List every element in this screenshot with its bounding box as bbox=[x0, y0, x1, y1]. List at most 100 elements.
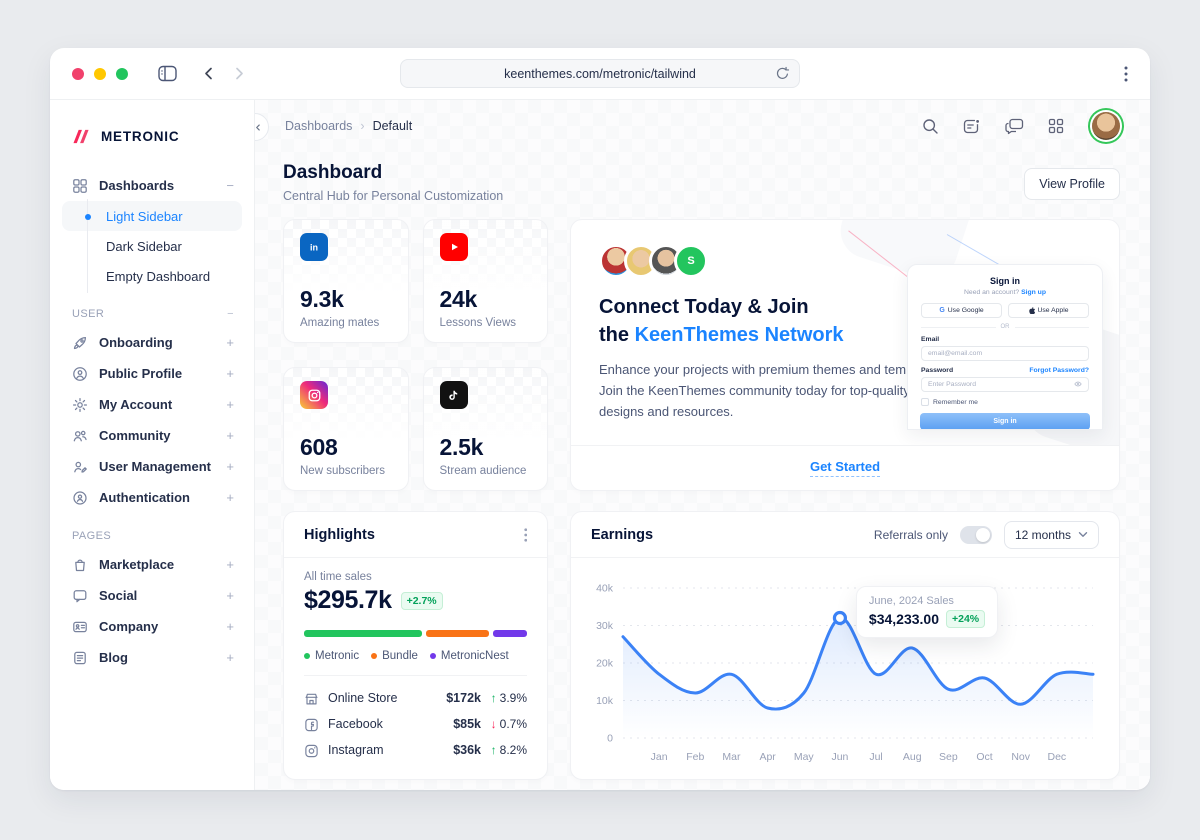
refresh-icon[interactable] bbox=[775, 66, 790, 81]
mock-signin-title: Sign in bbox=[990, 276, 1020, 286]
sidebar-panel-icon[interactable] bbox=[158, 65, 177, 82]
address-bar[interactable]: keenthemes.com/metronic/tailwind bbox=[400, 59, 800, 88]
browser-window: keenthemes.com/metronic/tailwind METRONI… bbox=[50, 48, 1150, 790]
browser-menu-icon[interactable] bbox=[1124, 66, 1128, 82]
apps-grid-icon[interactable] bbox=[1048, 118, 1064, 134]
chart-marker[interactable] bbox=[832, 610, 848, 626]
get-started-link[interactable]: Get Started bbox=[809, 459, 881, 477]
sidebar-item-dark-sidebar[interactable]: Dark Sidebar bbox=[62, 229, 242, 263]
tooltip-label: June, 2024 Sales bbox=[868, 595, 954, 607]
view-profile-button[interactable]: View Profile bbox=[1024, 168, 1120, 200]
svg-text:Feb: Feb bbox=[686, 751, 704, 763]
svg-text:30k: 30k bbox=[596, 620, 614, 632]
sidebar-item-my-account[interactable]: My Account + bbox=[62, 389, 242, 420]
svg-text:Aug: Aug bbox=[903, 751, 922, 763]
mock-signin-subtitle: Need an account? Sign up bbox=[964, 289, 1046, 296]
linkedin-stat-card[interactable]: in 9.3k Amazing mates bbox=[283, 219, 409, 343]
sidebar-item-dashboards[interactable]: Dashboards − bbox=[62, 170, 242, 201]
sidebar-item-marketplace[interactable]: Marketplace + bbox=[62, 549, 242, 580]
collapse-indicator[interactable]: − bbox=[227, 308, 234, 320]
sidebar-item-label: Onboarding bbox=[99, 335, 173, 350]
stat-value: 9.3k bbox=[300, 286, 344, 312]
bag-icon bbox=[72, 557, 88, 573]
breadcrumb-separator: › bbox=[360, 119, 365, 133]
sidebar-item-label: Dark Sidebar bbox=[106, 238, 182, 254]
expand-indicator: + bbox=[226, 459, 234, 474]
mock-or-divider: OR bbox=[921, 324, 1089, 330]
sales-legend: Metronic Bundle MetronicNest bbox=[304, 650, 527, 662]
avatar-count-badge: S bbox=[674, 244, 708, 278]
notifications-icon[interactable] bbox=[963, 118, 981, 135]
gear-icon bbox=[72, 397, 88, 413]
svg-text:Sep: Sep bbox=[939, 751, 958, 763]
all-time-sales-label: All time sales bbox=[304, 571, 372, 583]
stat-label: Stream audience bbox=[439, 465, 527, 477]
breadcrumb-current: Default bbox=[372, 119, 413, 133]
channel-value: $172k bbox=[446, 691, 481, 705]
sidebar-item-user-management[interactable]: User Management + bbox=[62, 451, 242, 482]
svg-text:20k: 20k bbox=[596, 658, 614, 670]
sidebar-item-label: Light Sidebar bbox=[106, 208, 183, 224]
community-avatars: S bbox=[599, 244, 1091, 278]
mock-password-label: Password bbox=[921, 367, 954, 374]
svg-text:Nov: Nov bbox=[1011, 751, 1030, 763]
sidebar-item-light-sidebar[interactable]: Light Sidebar bbox=[62, 199, 242, 233]
sidebar-item-social[interactable]: Social + bbox=[62, 580, 242, 611]
expand-indicator: + bbox=[226, 366, 234, 381]
sidebar-item-label: Empty Dashboard bbox=[106, 268, 211, 284]
sidebar-collapse-button[interactable] bbox=[255, 113, 269, 141]
youtube-stat-card[interactable]: 24k Lessons Views bbox=[422, 219, 548, 343]
sidebar-item-authentication[interactable]: Authentication + bbox=[62, 482, 242, 513]
svg-text:in: in bbox=[310, 243, 318, 253]
shield-user-icon bbox=[72, 490, 88, 506]
expand-indicator: + bbox=[226, 588, 234, 603]
sidebar-item-onboarding[interactable]: Onboarding + bbox=[62, 327, 242, 358]
instagram-stat-card[interactable]: 608 New subscribers bbox=[283, 367, 409, 491]
referrals-only-toggle[interactable] bbox=[959, 525, 992, 544]
sidebar-item-label: Company bbox=[99, 619, 159, 634]
search-icon[interactable] bbox=[922, 118, 939, 135]
keenthemes-network-link[interactable]: KeenThemes Network bbox=[634, 324, 844, 346]
expand-indicator: − bbox=[226, 178, 234, 193]
stat-label: Lessons Views bbox=[439, 317, 517, 329]
sidebar-item-empty-dashboard[interactable]: Empty Dashboard bbox=[62, 259, 242, 293]
highlights-menu-icon[interactable] bbox=[523, 527, 528, 542]
sidebar-item-label: Community bbox=[99, 428, 171, 443]
main-area: Dashboards › Default bbox=[255, 100, 1150, 790]
checkbox-icon bbox=[921, 398, 929, 406]
sidebar-item-label: Authentication bbox=[99, 490, 190, 505]
sidebar-item-community[interactable]: Community + bbox=[62, 420, 242, 451]
maximize-window-button[interactable] bbox=[116, 67, 128, 80]
stat-label: New subscribers bbox=[300, 465, 385, 477]
period-select[interactable]: 12 months bbox=[1003, 520, 1099, 549]
sidebar-item-company[interactable]: Company + bbox=[62, 611, 242, 642]
page-title: Dashboard bbox=[283, 162, 383, 183]
back-button[interactable] bbox=[203, 67, 214, 80]
breadcrumb-parent[interactable]: Dashboards bbox=[285, 119, 353, 133]
window-controls bbox=[72, 67, 128, 80]
user-avatar[interactable] bbox=[1092, 112, 1120, 140]
logo-text: METRONIC bbox=[101, 128, 180, 144]
minimize-window-button[interactable] bbox=[94, 67, 106, 80]
sidebar-item-blog[interactable]: Blog + bbox=[62, 642, 242, 673]
channel-row-facebook: Facebook $85k ↓ 0.7% bbox=[304, 711, 527, 737]
connect-card: S Connect Today & Join the KeenThemes Ne… bbox=[570, 219, 1120, 491]
chat-icon[interactable] bbox=[1005, 118, 1024, 135]
store-icon bbox=[304, 691, 319, 706]
channel-row-instagram: Instagram $36k ↑ 8.2% bbox=[304, 737, 527, 763]
sidebar: METRONIC Dashboards − Light Sidebar Dark Si… bbox=[50, 100, 255, 790]
tiktok-stat-card[interactable]: 2.5k Stream audience bbox=[422, 367, 548, 491]
expand-indicator: + bbox=[226, 335, 234, 350]
id-card-icon bbox=[72, 619, 88, 635]
channel-name: Instagram bbox=[328, 743, 384, 757]
sidebar-item-public-profile[interactable]: Public Profile + bbox=[62, 358, 242, 389]
arrow-down-icon: ↓ bbox=[490, 717, 497, 731]
legend-dot bbox=[429, 653, 436, 659]
legend-dot bbox=[304, 653, 310, 659]
expand-indicator: + bbox=[226, 397, 234, 412]
legend-metronicnest: MetronicNest bbox=[429, 650, 509, 662]
forward-button[interactable] bbox=[234, 67, 245, 80]
sidebar-item-label: User Management bbox=[99, 459, 211, 474]
svg-text:May: May bbox=[794, 751, 815, 763]
close-window-button[interactable] bbox=[72, 67, 84, 80]
